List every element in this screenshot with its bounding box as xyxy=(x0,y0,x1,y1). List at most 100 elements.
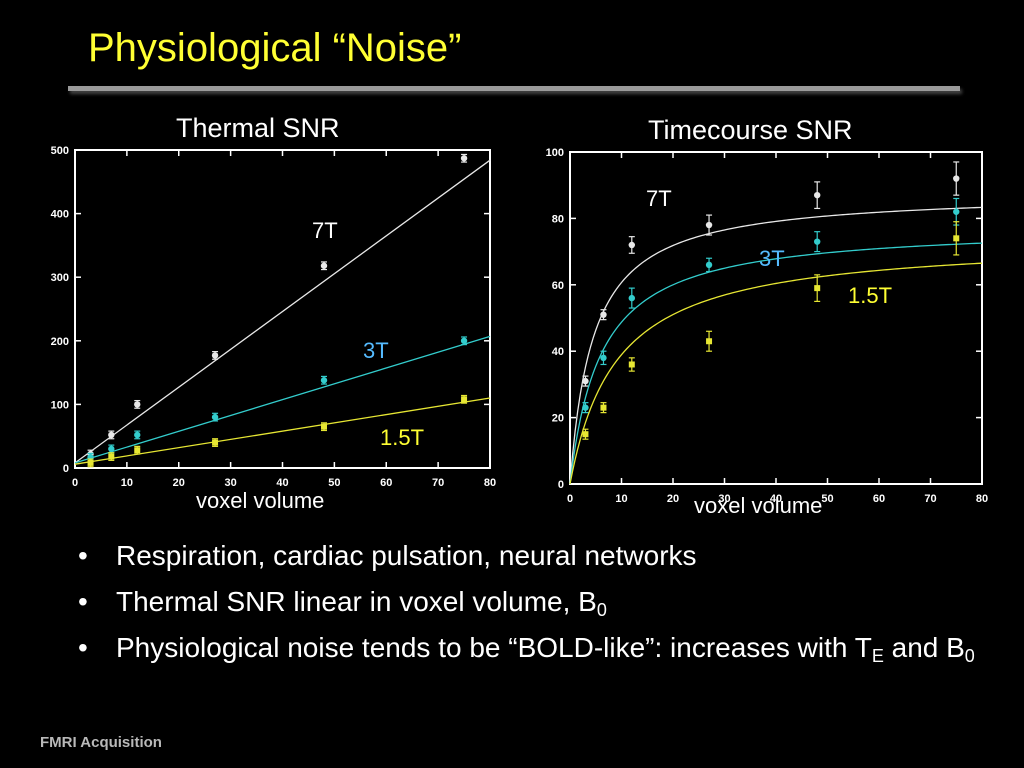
y-tick-label: 0 xyxy=(558,479,564,491)
data-point xyxy=(953,235,960,242)
x-tick-label: 40 xyxy=(276,477,288,489)
slide-title: Physiological “Noise” xyxy=(88,26,462,70)
bullet-glyph: • xyxy=(78,632,88,663)
fit-line-3T xyxy=(569,242,983,485)
x-tick-label: 60 xyxy=(873,493,885,505)
bullet-text: Respiration, cardiac pulsation, neural n… xyxy=(116,540,697,571)
x-tick-label: 50 xyxy=(821,493,833,505)
y-tick-label: 300 xyxy=(51,272,69,284)
y-tick-label: 20 xyxy=(552,413,564,425)
data-point xyxy=(134,431,141,439)
data-point xyxy=(134,447,141,454)
series-label-7T: 7T xyxy=(646,186,672,211)
bullet-subscript: 0 xyxy=(964,646,975,666)
x-tick-label: 40 xyxy=(770,493,782,505)
x-tick-label: 80 xyxy=(976,493,988,505)
y-tick-label: 100 xyxy=(546,147,564,159)
data-point xyxy=(211,352,219,359)
series-label-1.5T: 1.5T xyxy=(848,283,892,308)
y-tick-label: 400 xyxy=(51,209,69,221)
data-point xyxy=(953,175,960,182)
data-point xyxy=(582,377,589,385)
y-tick-label: 60 xyxy=(552,280,564,292)
x-tick-label: 0 xyxy=(72,477,78,489)
bullet-item: • Physiological noise tends to be “BOLD-… xyxy=(78,632,978,666)
data-point xyxy=(320,262,328,269)
x-tick-label: 60 xyxy=(380,477,392,489)
panel-title-timecourse: Timecourse SNR xyxy=(648,115,853,145)
y-tick-label: 500 xyxy=(51,145,69,157)
x-tick-label: 0 xyxy=(567,493,573,505)
data-point xyxy=(582,404,589,411)
thermal-x-axis-label: voxel volume xyxy=(196,488,325,513)
y-tick-label: 0 xyxy=(63,463,69,475)
footer-label: FMRI Acquisition xyxy=(40,734,162,751)
data-point xyxy=(108,445,115,453)
bullet-subscript: E xyxy=(871,646,884,666)
x-tick-label: 20 xyxy=(667,493,679,505)
data-point xyxy=(211,413,219,421)
data-point xyxy=(461,396,468,403)
x-tick-label: 10 xyxy=(121,477,133,489)
bullet-text: Physiological noise tends to be “BOLD-li… xyxy=(116,632,872,663)
timecourse-x-axis-label: voxel volume xyxy=(694,493,823,518)
bullet-glyph: • xyxy=(78,586,88,617)
x-tick-label: 20 xyxy=(173,477,185,489)
y-tick-label: 80 xyxy=(552,213,564,225)
data-point xyxy=(706,338,713,345)
bullet-glyph: • xyxy=(78,540,88,571)
data-point xyxy=(628,241,635,249)
data-point xyxy=(600,311,607,318)
thermal-snr-chart: 0 10 20 30 40 50 60 70 80 0 100 200 300 400 500 7T 3T 1.5… xyxy=(51,145,496,489)
fit-line-3T xyxy=(74,335,491,464)
y-tick-label: 200 xyxy=(51,336,69,348)
data-point xyxy=(600,354,607,362)
x-tick-label: 10 xyxy=(615,493,627,505)
series-label-7T: 7T xyxy=(312,218,338,243)
data-point xyxy=(134,401,141,408)
bullet-item: • Respiration, cardiac pulsation, neural… xyxy=(78,540,978,572)
bullet-item: • Thermal SNR linear in voxel volume, B0 xyxy=(78,586,978,620)
fit-line-7T xyxy=(74,159,491,464)
data-point xyxy=(460,155,468,162)
data-point xyxy=(705,221,713,229)
x-tick-label: 70 xyxy=(432,477,444,489)
timecourse-snr-chart: 0 10 20 30 40 50 60 70 80 0 20 40 60 80 100 7T 3T 1.5T xyxy=(546,147,988,505)
data-point xyxy=(600,404,607,411)
bullet-list: • Respiration, cardiac pulsation, neural… xyxy=(78,540,978,678)
title-divider xyxy=(68,86,960,91)
data-point xyxy=(953,208,960,215)
bullet-text: Thermal SNR linear in voxel volume, B xyxy=(116,586,597,617)
data-point xyxy=(628,294,635,302)
data-point xyxy=(108,453,115,460)
data-point xyxy=(814,191,821,199)
fit-line-7T xyxy=(569,206,983,485)
x-tick-label: 80 xyxy=(484,477,496,489)
data-point xyxy=(460,337,468,344)
x-tick-label: 30 xyxy=(225,477,237,489)
y-tick-label: 40 xyxy=(552,346,564,358)
panel-title-thermal: Thermal SNR xyxy=(176,113,340,143)
series-label-3T: 3T xyxy=(363,338,389,363)
bullet-text-tail: and B xyxy=(883,632,965,663)
data-point xyxy=(108,431,115,439)
x-tick-label: 70 xyxy=(924,493,936,505)
x-tick-label: 30 xyxy=(718,493,730,505)
y-tick-label: 100 xyxy=(51,399,69,411)
data-point xyxy=(321,423,327,430)
series-label-1.5T: 1.5T xyxy=(380,425,424,450)
plot-frame xyxy=(74,149,491,469)
data-point xyxy=(814,285,821,292)
bullet-subscript: 0 xyxy=(596,600,607,620)
fit-line-1.5T xyxy=(569,262,983,485)
data-point xyxy=(628,361,635,368)
data-point xyxy=(87,459,94,466)
data-point xyxy=(705,261,713,269)
plot-frame xyxy=(569,151,983,485)
series-label-3T: 3T xyxy=(759,246,785,271)
fit-line-1.5T xyxy=(74,397,491,465)
data-point xyxy=(814,238,821,245)
data-point xyxy=(582,431,589,438)
x-tick-label: 50 xyxy=(328,477,340,489)
data-point xyxy=(212,439,219,446)
